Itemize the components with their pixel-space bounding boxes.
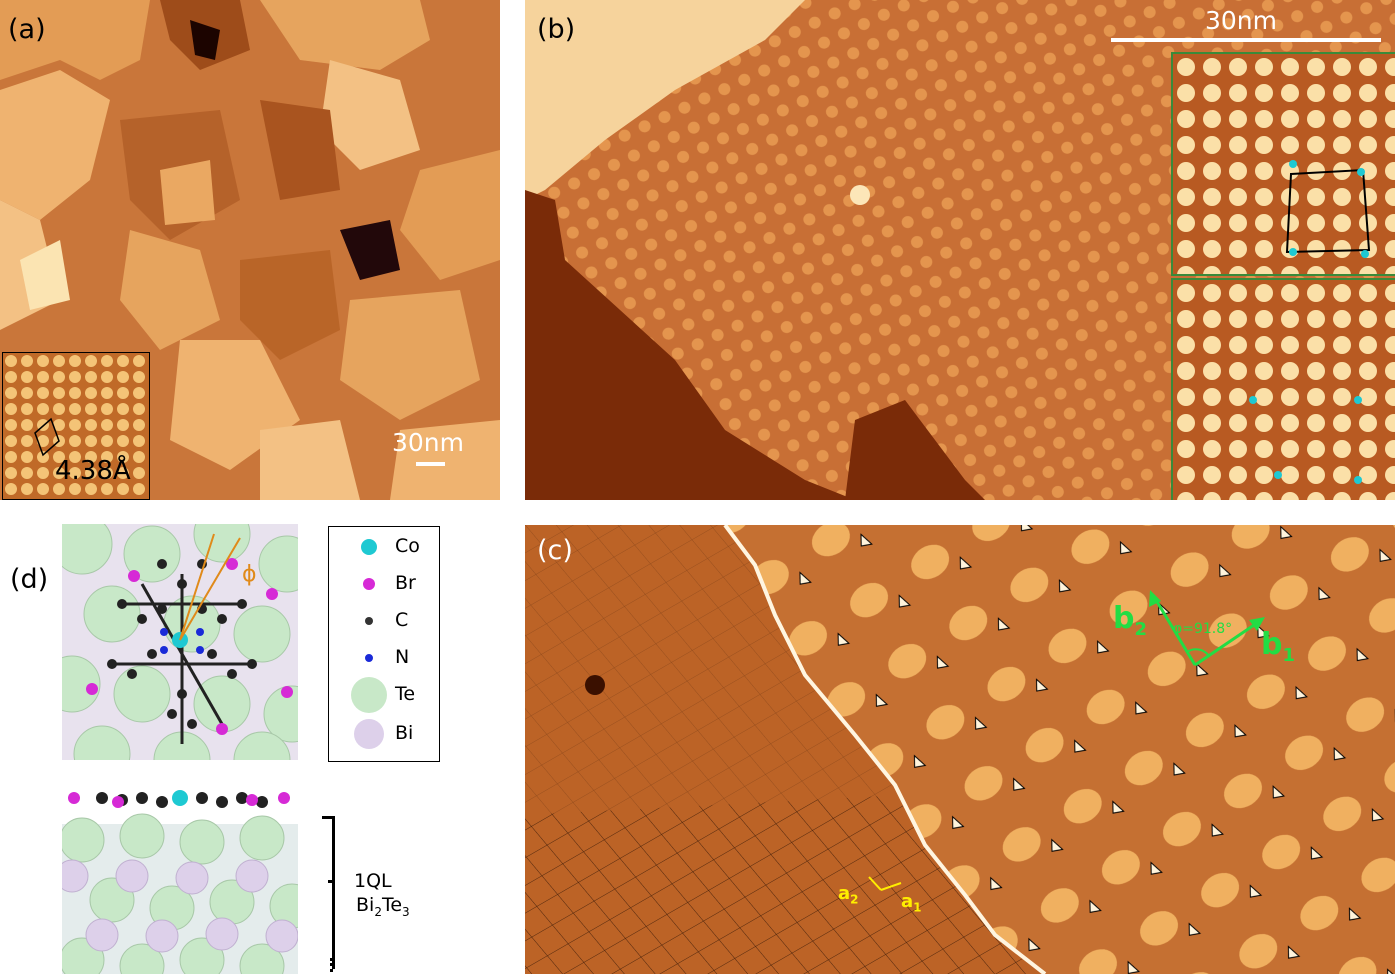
vector-a1-arrow	[880, 882, 902, 891]
panel-c: (c) φ=91.8° b1 b2 a1 a2	[525, 525, 1395, 974]
panel-d-top-view: ϕ	[62, 524, 298, 760]
panel-b-inset-top	[1171, 52, 1395, 276]
inset-bottom-molecular-lattice	[1173, 280, 1395, 500]
panel-b-scalebar-label: 30nm	[1205, 6, 1278, 35]
panel-b: (b) 30nm	[525, 0, 1395, 500]
vector-b2-arrow	[1151, 594, 1197, 666]
phi-line-1	[179, 533, 215, 641]
legend-c-swatch	[365, 617, 373, 625]
layer-label-1ql: 1QL	[354, 870, 392, 892]
layer-bracket-dash	[328, 880, 334, 883]
panel-b-inset-bottom	[1171, 278, 1395, 500]
unit-cell-square	[1285, 168, 1371, 254]
vector-a2-label: a2	[838, 883, 859, 907]
legend-co-swatch	[361, 539, 377, 555]
side-view-structure	[62, 790, 298, 974]
legend-label-co: Co	[395, 535, 420, 557]
inset-lattice-constant: 4.38Å	[55, 456, 131, 486]
panel-a-label: (a)	[8, 14, 46, 45]
panel-a-scalebar	[416, 462, 445, 466]
layer-bracket	[322, 816, 335, 969]
phi-label: ϕ	[242, 562, 257, 587]
panel-d-label: (d)	[10, 564, 49, 595]
island-edge	[723, 525, 1047, 974]
panel-c-stm-image	[525, 525, 1395, 974]
panel-a-inset	[2, 352, 150, 500]
panel-a: (a) 4.38Å 30nm	[0, 0, 500, 500]
legend-label-c: C	[395, 609, 409, 631]
panel-c-label: (c)	[537, 535, 573, 566]
phi-line-2	[179, 537, 241, 641]
layer-label-bi2te3: Bi2Te3	[356, 894, 410, 919]
panel-a-scalebar-label: 30nm	[392, 428, 465, 457]
legend-label-te: Te	[395, 683, 416, 705]
legend-te-swatch	[351, 677, 387, 713]
angle-label: φ=91.8°	[1173, 621, 1233, 637]
legend-label-br: Br	[395, 572, 416, 594]
vector-a1-label: a1	[901, 891, 922, 915]
legend-n-swatch	[365, 654, 373, 662]
angle-arc	[1186, 648, 1210, 657]
legend-swatches	[351, 539, 387, 749]
legend-label-bi: Bi	[395, 722, 414, 744]
panel-d-side-view	[62, 780, 298, 974]
panel-a-stm-image	[0, 0, 500, 500]
vector-b2-label: b2	[1113, 601, 1148, 640]
legend-bi-swatch	[354, 719, 384, 749]
element-legend: Co Br C N Te Bi	[328, 526, 440, 762]
vector-b1-label: b1	[1261, 627, 1296, 666]
vector-b1-arrow	[1194, 619, 1261, 667]
unit-cell-outline	[34, 417, 60, 457]
inset-atomic-lattice	[3, 353, 149, 499]
layer-bracket-dots	[330, 958, 336, 972]
legend-label-n: N	[395, 646, 410, 668]
panel-b-scalebar	[1111, 38, 1381, 42]
legend-br-swatch	[363, 578, 375, 590]
inset-top-molecular-lattice	[1173, 54, 1395, 274]
panel-b-label: (b)	[537, 14, 576, 45]
vector-a2-arrow	[868, 876, 882, 891]
molecule-top-view	[62, 524, 298, 760]
